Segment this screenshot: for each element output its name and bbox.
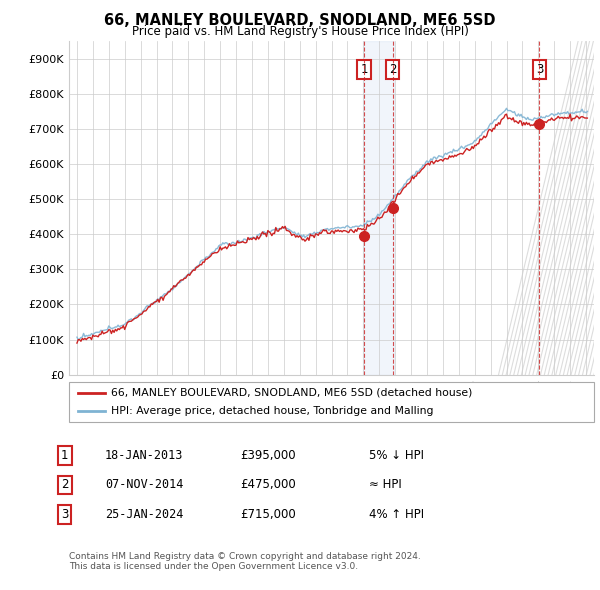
Text: 07-NOV-2014: 07-NOV-2014	[105, 478, 184, 491]
Text: Price paid vs. HM Land Registry's House Price Index (HPI): Price paid vs. HM Land Registry's House …	[131, 25, 469, 38]
Text: 18-JAN-2013: 18-JAN-2013	[105, 449, 184, 462]
Text: Contains HM Land Registry data © Crown copyright and database right 2024.: Contains HM Land Registry data © Crown c…	[69, 552, 421, 561]
Text: This data is licensed under the Open Government Licence v3.0.: This data is licensed under the Open Gov…	[69, 562, 358, 571]
Text: 2: 2	[61, 478, 68, 491]
Text: 5% ↓ HPI: 5% ↓ HPI	[369, 449, 424, 462]
Text: 1: 1	[361, 63, 368, 76]
Text: ≈ HPI: ≈ HPI	[369, 478, 402, 491]
Bar	[364, 41, 394, 375]
Text: 25-JAN-2024: 25-JAN-2024	[105, 508, 184, 521]
Text: 66, MANLEY BOULEVARD, SNODLAND, ME6 5SD: 66, MANLEY BOULEVARD, SNODLAND, ME6 5SD	[104, 13, 496, 28]
Bar	[546, 41, 594, 375]
Text: £715,000: £715,000	[240, 508, 296, 521]
Text: 3: 3	[61, 508, 68, 521]
Text: 3: 3	[536, 63, 543, 76]
Text: HPI: Average price, detached house, Tonbridge and Malling: HPI: Average price, detached house, Tonb…	[111, 405, 433, 415]
Text: 2: 2	[389, 63, 397, 76]
Text: £395,000: £395,000	[240, 449, 296, 462]
Text: 4% ↑ HPI: 4% ↑ HPI	[369, 508, 424, 521]
Text: 1: 1	[61, 449, 68, 462]
Text: £475,000: £475,000	[240, 478, 296, 491]
Text: 66, MANLEY BOULEVARD, SNODLAND, ME6 5SD (detached house): 66, MANLEY BOULEVARD, SNODLAND, ME6 5SD …	[111, 388, 472, 398]
